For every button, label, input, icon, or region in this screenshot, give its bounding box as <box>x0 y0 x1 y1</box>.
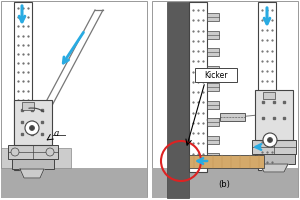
Circle shape <box>11 148 19 156</box>
Bar <box>1 1 147 197</box>
Bar <box>1 168 147 198</box>
Bar <box>152 168 298 198</box>
Bar <box>252 140 296 154</box>
Bar <box>255 154 295 164</box>
Bar <box>263 92 275 99</box>
Bar <box>220 113 245 121</box>
Circle shape <box>263 133 277 147</box>
Bar <box>189 2 207 172</box>
Text: Kicker: Kicker <box>204 71 228 79</box>
Bar <box>22 102 34 110</box>
Bar <box>258 2 276 170</box>
Bar <box>207 48 219 56</box>
Bar <box>14 100 52 145</box>
Bar <box>189 155 264 168</box>
Bar <box>207 118 219 126</box>
Circle shape <box>46 148 54 156</box>
Bar <box>8 145 58 159</box>
Bar <box>207 30 219 38</box>
Text: (b): (b) <box>218 180 230 190</box>
Circle shape <box>268 138 272 142</box>
Bar <box>14 2 32 170</box>
Bar <box>207 100 219 108</box>
Bar <box>1 148 71 168</box>
Bar <box>207 13 219 21</box>
Bar <box>167 2 189 198</box>
Circle shape <box>25 121 39 135</box>
Bar <box>255 90 293 140</box>
Bar <box>207 153 219 161</box>
Polygon shape <box>260 164 288 172</box>
Bar <box>207 136 219 144</box>
Bar <box>12 159 54 169</box>
Bar <box>207 83 219 91</box>
Bar <box>152 1 298 197</box>
Polygon shape <box>20 169 44 178</box>
Text: a: a <box>54 129 59 138</box>
Bar <box>195 68 237 82</box>
Circle shape <box>29 126 34 130</box>
Bar <box>207 66 219 73</box>
